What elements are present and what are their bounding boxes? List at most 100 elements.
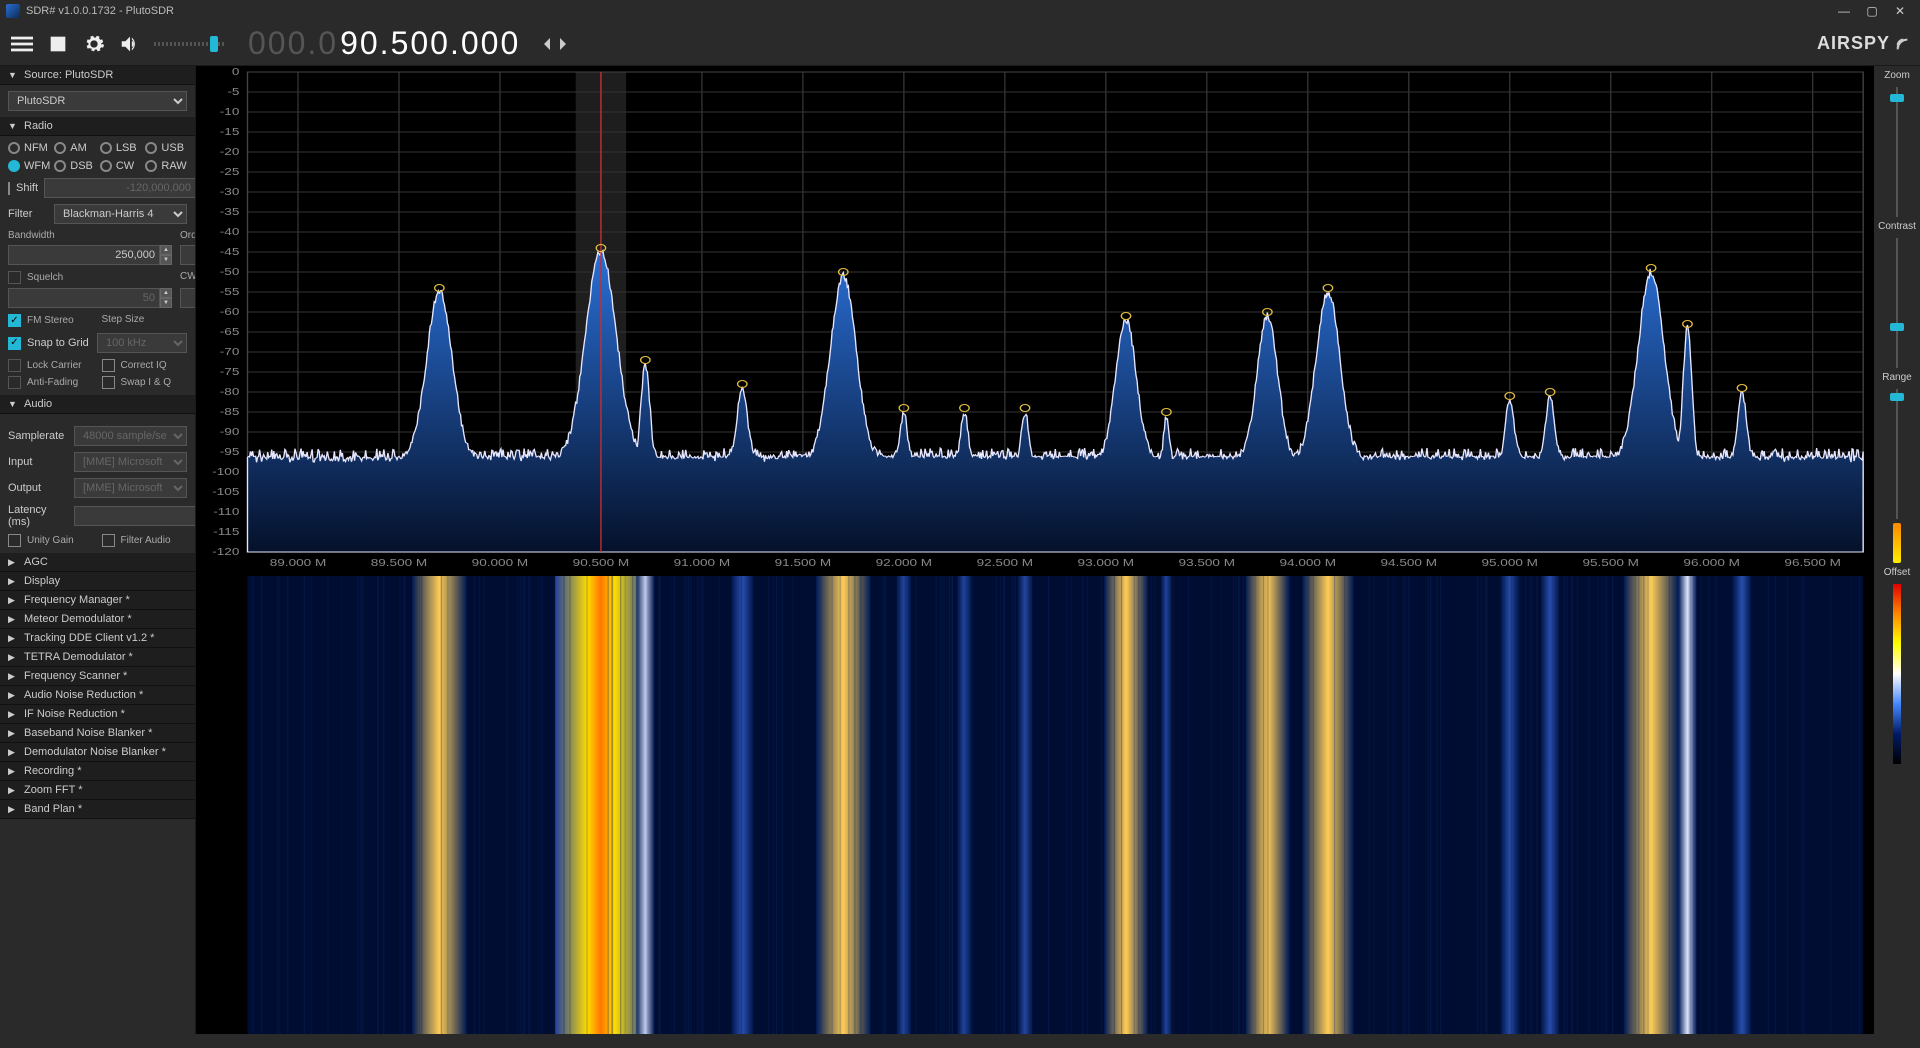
fmstereo-checkbox[interactable]	[8, 314, 21, 327]
svg-text:-10: -10	[220, 106, 240, 118]
mode-label: CW	[116, 160, 134, 172]
mode-radio-dsb[interactable]: DSB	[54, 160, 96, 172]
svg-text:89.000 M: 89.000 M	[270, 557, 327, 569]
svg-text:90.000 M: 90.000 M	[472, 557, 529, 569]
expand-icon: ▶	[8, 766, 18, 777]
panel-header-if-noise-reduction-[interactable]: ▶IF Noise Reduction *	[0, 705, 195, 724]
panel-header-audio-noise-reduction-[interactable]: ▶Audio Noise Reduction *	[0, 686, 195, 705]
panel-title: Zoom FFT *	[24, 784, 82, 796]
mode-radio-usb[interactable]: USB	[145, 142, 187, 154]
audio-output-label: Output	[8, 482, 68, 494]
volume-slider[interactable]	[154, 32, 224, 56]
lockcarrier-checkbox[interactable]	[8, 359, 21, 372]
close-button[interactable]: ✕	[1886, 2, 1914, 20]
freq-next-icon[interactable]	[558, 37, 572, 51]
expand-icon: ▶	[8, 652, 18, 663]
samplerate-select[interactable]: 48000 sample/sec	[74, 426, 187, 446]
range-slider[interactable]	[1887, 389, 1907, 519]
svg-text:-25: -25	[220, 166, 240, 178]
swapiq-checkbox[interactable]	[102, 376, 115, 389]
panel-header-source[interactable]: ▼ Source: PlutoSDR	[0, 66, 195, 85]
panel-header-recording-[interactable]: ▶Recording *	[0, 762, 195, 781]
shift-checkbox[interactable]	[8, 182, 10, 195]
minimize-button[interactable]: —	[1830, 2, 1858, 20]
panel-header-radio[interactable]: ▼ Radio	[0, 117, 195, 136]
svg-text:94.000 M: 94.000 M	[1280, 557, 1337, 569]
stop-button[interactable]	[46, 32, 70, 56]
mode-radio-nfm[interactable]: NFM	[8, 142, 50, 154]
svg-text:-55: -55	[220, 286, 240, 298]
frequency-display[interactable]: 000.090.500.000	[248, 25, 520, 62]
svg-text:0: 0	[232, 66, 240, 78]
contrast-slider[interactable]	[1887, 238, 1907, 368]
waterfall-display[interactable]	[196, 576, 1874, 1034]
svg-text:-120: -120	[212, 546, 240, 558]
mode-radio-lsb[interactable]: LSB	[100, 142, 142, 154]
svg-text:92.500 M: 92.500 M	[977, 557, 1034, 569]
maximize-button[interactable]: ▢	[1858, 2, 1886, 20]
mode-radio-am[interactable]: AM	[54, 142, 96, 154]
mode-radio-raw[interactable]: RAW	[145, 160, 187, 172]
volume-icon[interactable]	[118, 32, 142, 56]
offset-label: Offset	[1884, 567, 1911, 578]
correctiq-checkbox[interactable]	[102, 359, 115, 372]
antifading-label: Anti-Fading	[27, 377, 78, 388]
unitygain-checkbox[interactable]	[8, 534, 21, 547]
filteraudio-checkbox[interactable]	[102, 534, 115, 547]
mode-label: USB	[161, 142, 184, 154]
svg-text:-45: -45	[220, 246, 240, 258]
svg-text:-65: -65	[220, 326, 240, 338]
panel-header-agc[interactable]: ▶AGC	[0, 553, 195, 572]
source-device-select[interactable]: PlutoSDR	[8, 91, 187, 111]
menu-icon[interactable]	[10, 32, 34, 56]
squelch-checkbox[interactable]	[8, 271, 21, 284]
mode-radio-cw[interactable]: CW	[100, 160, 142, 172]
panel-header-audio[interactable]: ▼ Audio	[0, 395, 195, 414]
filter-select[interactable]: Blackman-Harris 4	[54, 204, 187, 224]
panel-header-tracking-dde-client-v1-2-[interactable]: ▶Tracking DDE Client v1.2 *	[0, 629, 195, 648]
demod-mode-group: NFM AM LSB USB WFM DSB CW RAW	[8, 142, 187, 172]
radio-icon	[100, 160, 112, 172]
panel-title: Display	[24, 575, 60, 587]
zoom-slider[interactable]	[1887, 87, 1907, 217]
cwshift-input[interactable]	[180, 288, 196, 308]
unitygain-label: Unity Gain	[27, 535, 74, 546]
panel-header-zoom-fft-[interactable]: ▶Zoom FFT *	[0, 781, 195, 800]
latency-input[interactable]	[74, 506, 196, 526]
toolbar: 000.090.500.000 AIRSPY	[0, 22, 1920, 66]
samplerate-label: Samplerate	[8, 430, 68, 442]
panel-header-meteor-demodulator-[interactable]: ▶Meteor Demodulator *	[0, 610, 195, 629]
snap-checkbox[interactable]	[8, 337, 21, 350]
squelch-input[interactable]	[8, 288, 160, 308]
radio-icon	[145, 142, 157, 154]
panel-header-frequency-manager-[interactable]: ▶Frequency Manager *	[0, 591, 195, 610]
audio-output-select[interactable]: [MME] Microsoft	[74, 478, 187, 498]
order-input[interactable]	[180, 245, 196, 265]
freq-prev-icon[interactable]	[542, 37, 556, 51]
panel-header-demodulator-noise-blanker-[interactable]: ▶Demodulator Noise Blanker *	[0, 743, 195, 762]
squelch-label: Squelch	[27, 272, 63, 283]
mode-radio-wfm[interactable]: WFM	[8, 160, 50, 172]
spectrum-display[interactable]: 0-5-10-15-20-25-30-35-40-45-50-55-60-65-…	[196, 66, 1874, 576]
panel-header-display[interactable]: ▶Display	[0, 572, 195, 591]
radio-icon	[8, 160, 20, 172]
svg-text:95.500 M: 95.500 M	[1582, 557, 1639, 569]
panel-header-frequency-scanner-[interactable]: ▶Frequency Scanner *	[0, 667, 195, 686]
audio-input-select[interactable]: [MME] Microsoft	[74, 452, 187, 472]
settings-icon[interactable]	[82, 32, 106, 56]
panel-header-baseband-noise-blanker-[interactable]: ▶Baseband Noise Blanker *	[0, 724, 195, 743]
panel-header-band-plan-[interactable]: ▶Band Plan *	[0, 800, 195, 819]
sidebar[interactable]: ▼ Source: PlutoSDR PlutoSDR ▼ Radio NFM A…	[0, 66, 196, 1034]
filteraudio-label: Filter Audio	[121, 535, 171, 546]
display-area: 0-5-10-15-20-25-30-35-40-45-50-55-60-65-…	[196, 66, 1874, 1034]
shift-value[interactable]	[44, 178, 196, 198]
expand-icon: ▶	[8, 557, 18, 568]
bandwidth-input[interactable]	[8, 245, 160, 265]
panel-header-tetra-demodulator-[interactable]: ▶TETRA Demodulator *	[0, 648, 195, 667]
antifading-checkbox[interactable]	[8, 376, 21, 389]
zoom-label: Zoom	[1884, 70, 1910, 81]
svg-text:96.500 M: 96.500 M	[1784, 557, 1841, 569]
order-label: Order	[180, 230, 196, 241]
stepsize-select[interactable]: 100 kHz	[97, 333, 187, 353]
stepsize-label: Step Size	[102, 314, 188, 327]
